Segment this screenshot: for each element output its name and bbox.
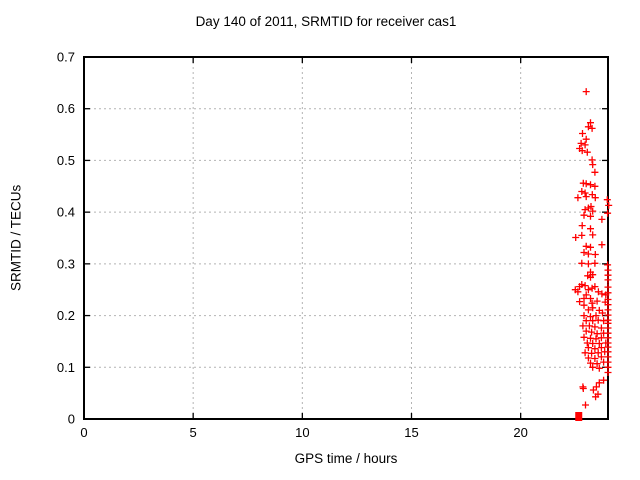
x-tick-label: 20 (513, 425, 527, 440)
y-tick-label: 0.1 (57, 360, 75, 375)
x-tick-label: 10 (295, 425, 309, 440)
y-tick-label: 0.6 (57, 101, 75, 116)
y-tick-label: 0.7 (57, 50, 75, 65)
y-tick-label: 0 (68, 412, 75, 427)
zero-cluster-marker (575, 412, 583, 421)
chart-title: Day 140 of 2011, SRMTID for receiver cas… (195, 14, 457, 29)
x-tick-label: 0 (80, 425, 87, 440)
x-tick-label: 15 (404, 425, 418, 440)
y-tick-label: 0.5 (57, 153, 75, 168)
plot-border (83, 56, 609, 420)
x-tick-label: 5 (190, 425, 197, 440)
scatter-points (571, 88, 613, 409)
y-tick-label: 0.3 (57, 256, 75, 271)
x-axis-label: GPS time / hours (294, 451, 398, 466)
y-tick-label: 0.4 (57, 205, 75, 220)
y-tick-label: 0.2 (57, 308, 75, 323)
